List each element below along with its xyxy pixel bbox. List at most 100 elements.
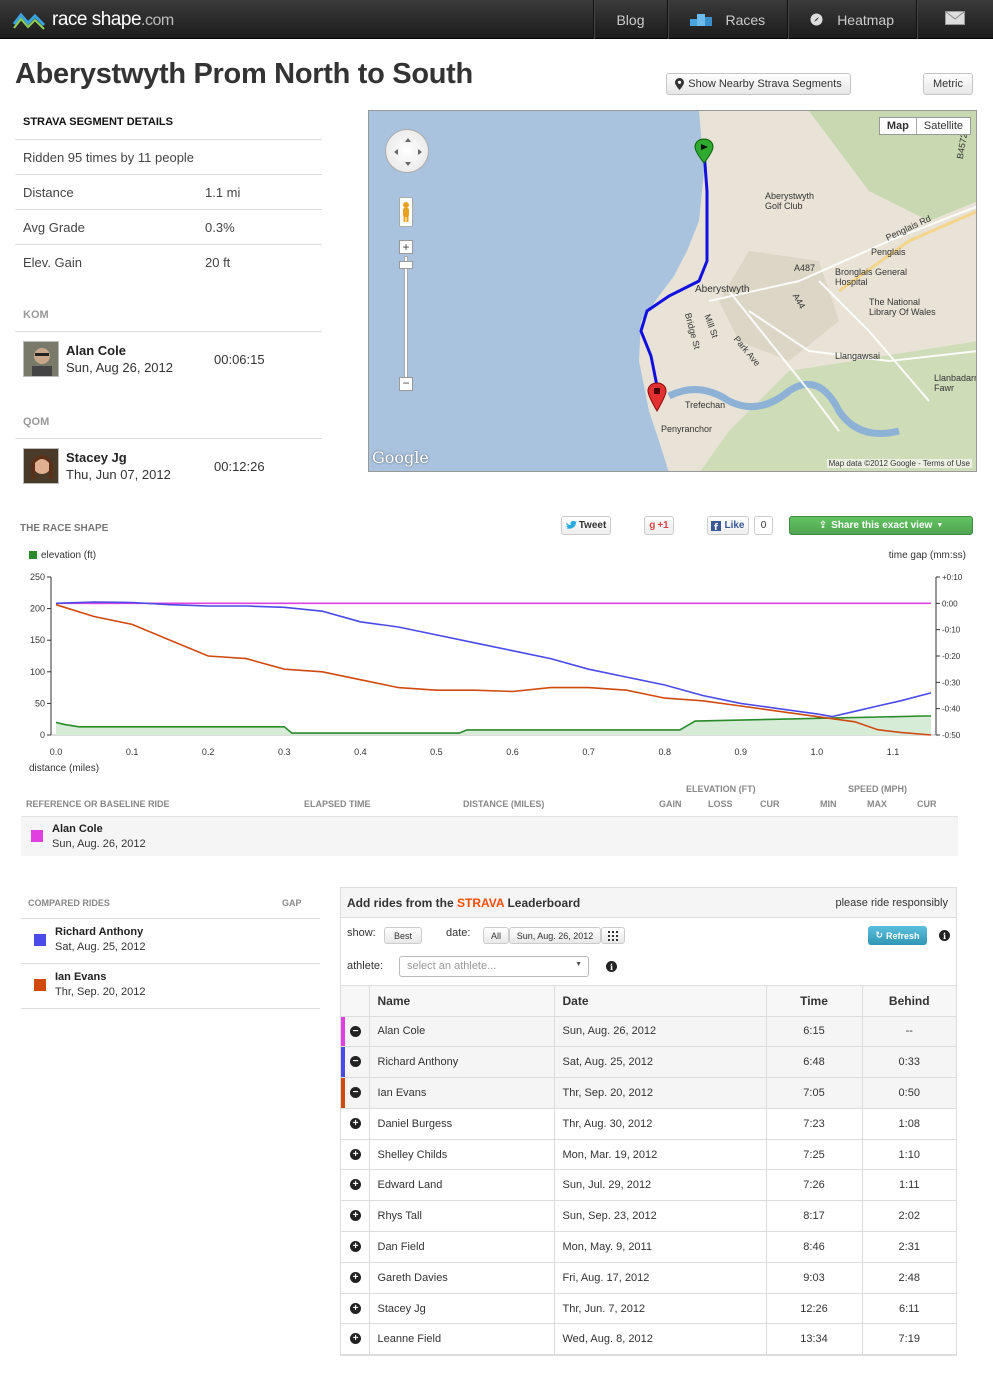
athlete-name[interactable]: Leanne Field xyxy=(368,1323,554,1356)
remove-ride-icon[interactable]: − xyxy=(350,1025,361,1037)
segment-map[interactable]: Aberystwyth Golf Club Penglais Rd Pengla… xyxy=(368,110,977,472)
show-nearby-segments-button[interactable]: Show Nearby Strava Segments xyxy=(666,73,851,95)
athlete-name[interactable]: Gareth Davies xyxy=(368,1262,554,1294)
info-icon[interactable]: i xyxy=(939,930,950,941)
zoom-slider-handle[interactable] xyxy=(399,261,413,269)
compared-rides-heading: COMPARED RIDES xyxy=(28,898,110,908)
col-elev-gain: GAIN xyxy=(659,799,682,809)
col-name[interactable]: Name xyxy=(368,986,554,1017)
athlete-name[interactable]: Richard Anthony xyxy=(368,1046,554,1079)
table-row[interactable]: + Leanne Field Wed, Aug. 8, 2012 13:34 7:19 xyxy=(341,1323,956,1356)
nav-races[interactable]: Races xyxy=(666,0,788,39)
table-row[interactable]: + Edward Land Sun, Jul. 29, 2012 7:26 1:11 xyxy=(341,1169,956,1202)
kom-rider[interactable]: Alan Cole Sun, Aug 26, 2012 00:06:15 xyxy=(15,334,322,384)
share-exact-view-button[interactable]: ⇪ Share this exact view ▼ xyxy=(789,516,973,535)
athlete-name[interactable]: Stacey Jg xyxy=(368,1293,554,1325)
metric-toggle-button[interactable]: Metric xyxy=(923,73,973,95)
athlete-name[interactable]: Ian Evans xyxy=(368,1077,554,1109)
date-all-button[interactable]: All xyxy=(483,927,509,944)
twitter-bird-icon xyxy=(565,521,577,530)
ride-date: Sun, Jul. 29, 2012 xyxy=(553,1169,766,1202)
svg-text:f: f xyxy=(714,523,718,531)
add-ride-icon[interactable]: + xyxy=(350,1179,361,1191)
map-type-map[interactable]: Map xyxy=(880,118,917,134)
map-canvas xyxy=(369,111,976,471)
zoom-in-button[interactable]: + xyxy=(399,240,413,254)
avatar xyxy=(23,341,59,377)
add-ride-icon[interactable]: + xyxy=(350,1241,361,1253)
compared-ride-row[interactable]: Richard Anthony Sat, Aug. 25, 2012 xyxy=(21,919,320,964)
col-date[interactable]: Date xyxy=(553,986,766,1017)
add-ride-icon[interactable]: + xyxy=(350,1333,361,1345)
race-shape-chart[interactable]: 250 200 150 100 50 0 +0:10 0:00 -0:10 -0:20 -0:30 -… xyxy=(0,565,993,760)
date-value-field[interactable]: Sun, Aug. 26, 2012 xyxy=(509,927,601,944)
table-row[interactable]: − Ian Evans Thr, Sep. 20, 2012 7:05 0:50 xyxy=(341,1077,956,1109)
athlete-name[interactable]: Dan Field xyxy=(368,1231,554,1263)
col-behind[interactable]: Behind xyxy=(861,986,956,1017)
athlete-name[interactable]: Alan Cole xyxy=(368,1016,554,1048)
map-label: Llanbadarn Fawr xyxy=(934,373,977,393)
table-row[interactable]: − Richard Anthony Sat, Aug. 25, 2012 6:48 0:… xyxy=(341,1046,956,1079)
qom-rider[interactable]: Stacey Jg Thu, Jun 07, 2012 00:12:26 xyxy=(15,441,322,491)
google-plus-button[interactable]: g +1 xyxy=(644,516,674,535)
ride-time: 13:34 xyxy=(765,1323,862,1356)
add-ride-icon[interactable]: + xyxy=(350,1117,361,1129)
table-row[interactable]: + Gareth Davies Fri, Aug. 17, 2012 9:03 2:48 xyxy=(341,1262,956,1294)
series-line-3 xyxy=(55,603,932,736)
segment-details-heading: STRAVA SEGMENT DETAILS xyxy=(15,105,322,140)
athlete-name[interactable]: Shelley Childs xyxy=(368,1139,554,1171)
info-icon[interactable]: i xyxy=(606,961,617,972)
compared-ride-row[interactable]: Ian Evans Thr, Sep. 20, 2012 xyxy=(21,964,320,1009)
refresh-button[interactable]: ↻ Refresh xyxy=(868,926,927,945)
show-best-button[interactable]: Best xyxy=(384,927,422,944)
x-tick-label: 0.9 xyxy=(735,747,748,757)
baseline-ride-name: Alan Cole xyxy=(52,823,103,835)
time-behind: 2:02 xyxy=(861,1200,956,1233)
time-behind: 0:33 xyxy=(861,1046,956,1079)
map-pin-icon xyxy=(675,78,685,90)
nav-heatmap[interactable]: Heatmap xyxy=(787,0,916,39)
table-row[interactable]: − Alan Cole Sun, Aug. 26, 2012 6:15 -- xyxy=(341,1016,956,1048)
time-behind: 0:50 xyxy=(861,1077,956,1109)
elevation-legend: elevation (ft) xyxy=(29,550,96,561)
col-speed-min: MIN xyxy=(820,799,837,809)
athlete-name[interactable]: Edward Land xyxy=(368,1169,554,1202)
street-view-pegman-icon[interactable] xyxy=(399,197,413,227)
remove-ride-icon[interactable]: − xyxy=(350,1087,361,1099)
tweet-button[interactable]: Tweet xyxy=(561,516,611,535)
add-ride-icon[interactable]: + xyxy=(350,1302,361,1314)
facebook-like-button[interactable]: f Like xyxy=(707,516,749,535)
table-row[interactable]: + Daniel Burgess Thr, Aug. 30, 2012 7:23 1:0… xyxy=(341,1108,956,1140)
add-ride-icon[interactable]: + xyxy=(350,1210,361,1222)
table-row[interactable]: + Shelley Childs Mon, Mar. 19, 2012 7:25 1:1… xyxy=(341,1139,956,1171)
athlete-name[interactable]: Rhys Tall xyxy=(368,1200,554,1233)
table-row[interactable]: + Stacey Jg Thr, Jun. 7, 2012 12:26 6:11 xyxy=(341,1293,956,1325)
remove-ride-icon[interactable]: − xyxy=(350,1056,361,1068)
brand-logo[interactable]: race shape.com xyxy=(12,6,174,34)
athlete-name[interactable]: Daniel Burgess xyxy=(368,1108,554,1140)
zoom-slider[interactable] xyxy=(404,256,408,384)
athlete-select[interactable]: select an athlete... ▼ xyxy=(399,956,589,977)
detail-row-elev-gain: Elev. Gain 20 ft xyxy=(23,255,231,270)
table-row[interactable]: + Rhys Tall Sun, Sep. 23, 2012 8:17 2:02 xyxy=(341,1200,956,1233)
col-time[interactable]: Time xyxy=(765,986,862,1017)
nav-blog[interactable]: Blog xyxy=(593,0,666,39)
calendar-icon[interactable] xyxy=(601,927,625,944)
baseline-ride-row[interactable]: Alan Cole Sun, Aug. 26, 2012 xyxy=(21,816,958,856)
show-label: show: xyxy=(347,927,376,939)
map-credit[interactable]: Map data ©2012 Google - Terms of Use xyxy=(826,459,972,468)
map-type-satellite[interactable]: Satellite xyxy=(923,120,963,132)
add-ride-icon[interactable]: + xyxy=(350,1148,361,1160)
top-navbar: race shape.com Blog Races Heatmap xyxy=(0,0,993,39)
x-axis-label: distance (miles) xyxy=(29,763,100,774)
ride-time: 7:26 xyxy=(765,1169,862,1202)
nav-mail[interactable] xyxy=(916,0,993,39)
add-ride-icon[interactable]: + xyxy=(350,1271,361,1283)
zoom-out-button[interactable]: − xyxy=(399,377,413,391)
col-elapsed-time: ELAPSED TIME xyxy=(304,799,371,809)
compared-ride-name: Ian Evans xyxy=(55,971,107,983)
col-elev-cur: CUR xyxy=(760,799,780,809)
map-pan-control[interactable] xyxy=(385,129,429,173)
kom-time: 00:06:15 xyxy=(214,351,265,367)
table-row[interactable]: + Dan Field Mon, May. 9, 2011 8:46 2:31 xyxy=(341,1231,956,1263)
